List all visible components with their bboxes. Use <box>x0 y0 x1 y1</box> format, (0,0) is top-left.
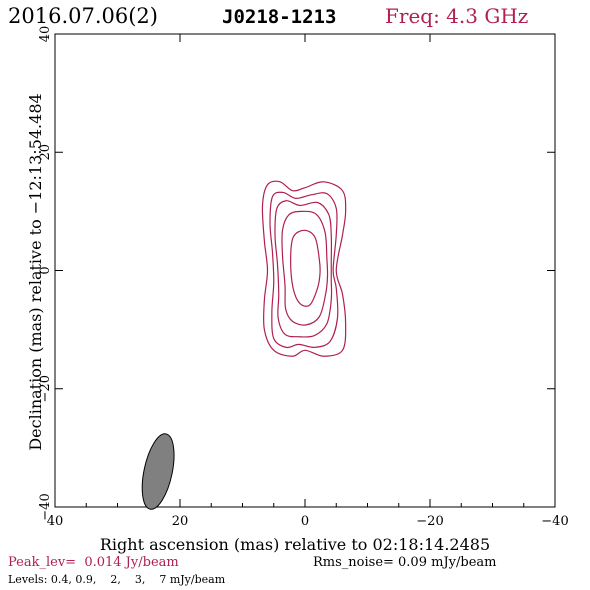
contour-group <box>261 180 347 357</box>
contour-line <box>281 210 329 326</box>
contour-line <box>261 180 347 357</box>
axis-ticks <box>54 33 556 508</box>
x-tick-label: −40 <box>541 514 568 529</box>
observation-date: 2016.07.06(2) <box>8 4 158 28</box>
x-axis-title: Right ascension (mas) relative to 02:18:… <box>100 535 490 554</box>
beam-group <box>141 433 175 510</box>
y-tick-labels: −40 −20 0 20 40 <box>38 26 53 521</box>
source-name: J0218-1213 <box>222 6 336 28</box>
y-tick-label: −20 <box>38 375 53 402</box>
beam-ellipse <box>141 433 175 510</box>
x-tick-label: 40 <box>47 514 64 529</box>
x-tick-labels: 40 20 0 −20 −40 <box>47 514 569 529</box>
contour-line <box>269 191 339 349</box>
x-tick-label: 0 <box>301 514 309 529</box>
y-tick-label: −40 <box>38 493 53 520</box>
y-tick-label: 40 <box>38 26 53 43</box>
y-axis-title: Declination (mas) relative to −12:13:54.… <box>26 93 45 450</box>
y-tick-label: 0 <box>38 266 53 274</box>
y-tick-label: 20 <box>38 144 53 161</box>
x-tick-label: −20 <box>416 514 443 529</box>
rms-noise: Rms_noise= 0.09 mJy/beam <box>313 555 496 570</box>
peak-level: Peak_lev= 0.014 Jy/beam <box>8 555 179 570</box>
plot-frame <box>54 33 556 508</box>
contour-levels: Levels: 0.4, 0.9, 2, 3, 7 mJy/beam <box>8 573 226 586</box>
frequency-label: Freq: 4.3 GHz <box>385 4 528 28</box>
contour-line <box>274 200 333 338</box>
contour-line <box>290 229 321 307</box>
x-tick-label: 20 <box>172 514 189 529</box>
